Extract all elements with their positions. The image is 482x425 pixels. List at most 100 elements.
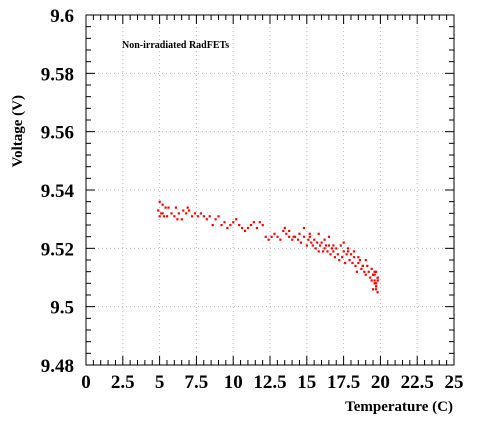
data-point: [308, 235, 311, 238]
data-point: [208, 215, 211, 218]
data-point: [163, 215, 166, 218]
data-point: [238, 224, 241, 227]
data-point: [202, 215, 205, 218]
data-point: [158, 215, 161, 218]
data-point: [373, 282, 376, 285]
data-point: [317, 232, 320, 235]
data-point: [338, 259, 341, 262]
data-point: [335, 247, 338, 250]
x-tick-label: 5: [155, 372, 165, 393]
data-point: [370, 279, 373, 282]
data-point: [186, 206, 189, 209]
data-point: [314, 247, 317, 250]
data-point: [294, 235, 297, 238]
data-point: [372, 273, 375, 276]
data-point: [313, 238, 316, 241]
y-tick-label: 9.48: [41, 356, 74, 377]
axis-ticks: [85, 14, 455, 366]
data-point: [185, 212, 188, 215]
data-point: [375, 285, 378, 288]
data-point: [161, 212, 164, 215]
data-point: [347, 247, 350, 250]
data-point: [241, 226, 244, 230]
data-point: [317, 250, 320, 253]
data-point: [173, 215, 176, 218]
data-point: [355, 270, 358, 273]
data-point: [350, 253, 353, 256]
data-point: [288, 229, 291, 232]
data-point: [196, 215, 200, 218]
data-point: [157, 209, 160, 212]
data-point: [342, 241, 345, 244]
data-point: [279, 238, 282, 241]
data-point: [357, 261, 360, 265]
data-point: [373, 270, 376, 273]
data-point: [375, 288, 378, 291]
data-point: [292, 235, 295, 238]
data-point: [188, 209, 191, 212]
data-point: [323, 247, 326, 250]
data-point: [174, 206, 177, 209]
y-tick-label: 9.54: [41, 181, 75, 202]
data-point: [246, 226, 250, 230]
data-point: [327, 235, 331, 238]
data-point: [276, 235, 279, 238]
data-point: [220, 224, 223, 227]
data-point: [252, 221, 255, 224]
data-point: [329, 253, 332, 256]
data-point: [199, 212, 202, 215]
data-point: [158, 200, 161, 203]
x-tick-label: 20: [371, 372, 390, 393]
data-point: [244, 229, 247, 232]
data-point: [223, 221, 226, 224]
data-point: [311, 244, 314, 247]
x-tick-label: 12.5: [253, 372, 286, 393]
data-point: [336, 253, 339, 256]
data-point: [307, 238, 310, 241]
x-tick-label: 0: [81, 372, 91, 393]
data-point: [332, 250, 335, 253]
chart-annotation: Non-irradiated RadFETs: [122, 40, 229, 51]
data-point: [372, 288, 375, 291]
x-tick-label: 15: [297, 372, 316, 393]
data-point: [167, 206, 170, 209]
data-point: [366, 264, 369, 267]
data-point: [354, 264, 357, 267]
data-point: [176, 218, 179, 221]
x-tick-label: 17.5: [327, 372, 360, 393]
data-point: [282, 229, 285, 232]
data-point: [288, 235, 291, 238]
data-point: [376, 276, 379, 279]
data-point: [352, 250, 356, 253]
data-point: [180, 218, 183, 221]
x-tick-label: 22.5: [401, 372, 434, 393]
data-point: [305, 244, 308, 247]
data-point: [164, 206, 167, 209]
data-point: [322, 250, 325, 253]
data-point: [302, 235, 306, 238]
data-point: [191, 215, 194, 218]
data-point: [160, 212, 163, 215]
y-tick-label: 9.52: [41, 239, 74, 260]
data-point: [267, 238, 270, 241]
data-point: [308, 232, 311, 235]
data-point: [235, 218, 238, 221]
data-point: [323, 238, 326, 241]
data-point: [352, 256, 356, 259]
data-point: [229, 224, 232, 227]
data-point: [249, 224, 253, 227]
data-point: [373, 273, 376, 276]
data-point: [339, 244, 342, 247]
y-tick-label: 9.56: [41, 123, 74, 144]
data-point: [364, 273, 367, 276]
data-point: [255, 226, 258, 230]
data-point: [367, 270, 370, 273]
y-tick-label: 9.5: [50, 298, 74, 319]
data-point: [261, 224, 264, 227]
data-point: [273, 232, 276, 235]
data-point: [264, 235, 267, 238]
data-point: [297, 238, 300, 241]
data-points: [157, 200, 379, 294]
data-point: [211, 224, 214, 227]
y-tick-label: 9.6: [50, 6, 74, 27]
